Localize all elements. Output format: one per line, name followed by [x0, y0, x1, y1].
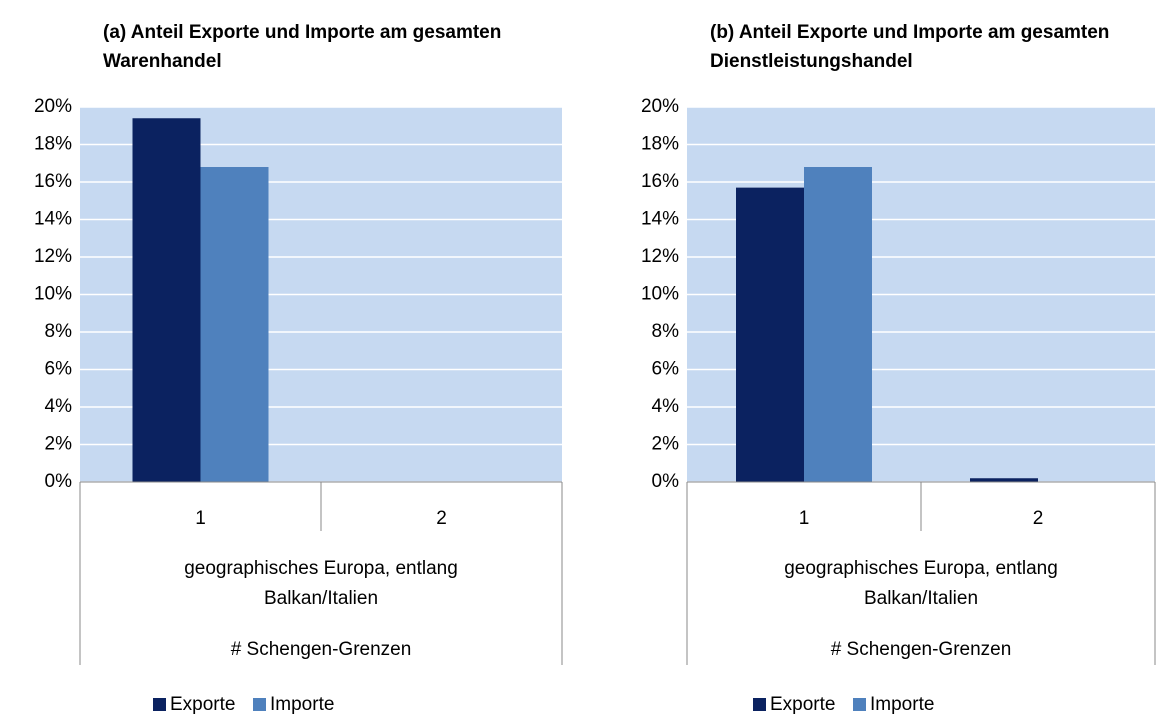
y-tick-label: 20%: [34, 96, 72, 117]
legend-swatch: [153, 698, 166, 711]
bar: [970, 478, 1038, 482]
legend-label: Exporte: [770, 694, 835, 715]
y-tick-label: 12%: [641, 246, 679, 267]
y-tick-label: 12%: [34, 246, 72, 267]
y-tick-label: 4%: [45, 396, 73, 417]
y-tick-label: 8%: [45, 321, 73, 342]
y-tick-label: 10%: [34, 284, 72, 305]
x-tick-label: 1: [195, 508, 206, 529]
group-label: geographisches Europa, entlang Balkan/It…: [784, 558, 1058, 609]
legend-swatch: [253, 698, 266, 711]
legend-label: Exporte: [170, 694, 235, 715]
y-tick-label: 2%: [45, 434, 73, 455]
legend-swatch: [753, 698, 766, 711]
y-tick-label: 14%: [34, 209, 72, 230]
group-label: geographisches Europa, entlang Balkan/It…: [184, 558, 458, 609]
y-tick-label: 2%: [652, 434, 680, 455]
y-tick-label: 6%: [652, 359, 680, 380]
y-tick-label: 20%: [641, 96, 679, 117]
y-tick-label: 18%: [34, 134, 72, 155]
bar: [736, 187, 804, 482]
y-tick-label: 16%: [641, 171, 679, 192]
chart-title: (a) Anteil Exporte und Importe am gesamt…: [103, 22, 502, 72]
y-tick-label: 14%: [641, 209, 679, 230]
legend-swatch: [853, 698, 866, 711]
y-tick-label: 8%: [652, 321, 680, 342]
bar: [804, 167, 872, 482]
legend-label: Importe: [270, 694, 334, 715]
bar: [132, 118, 201, 482]
y-tick-label: 6%: [45, 359, 73, 380]
y-tick-label: 10%: [641, 284, 679, 305]
x-axis-label: # Schengen-Grenzen: [231, 639, 412, 660]
x-tick-label: 2: [1033, 508, 1044, 529]
bar: [200, 167, 269, 482]
y-tick-label: 0%: [45, 471, 73, 492]
legend-label: Importe: [870, 694, 934, 715]
y-tick-label: 4%: [652, 396, 680, 417]
x-tick-label: 1: [799, 508, 810, 529]
y-tick-label: 16%: [34, 171, 72, 192]
x-axis-label: # Schengen-Grenzen: [831, 639, 1012, 660]
chart-title: (b) Anteil Exporte und Importe am gesamt…: [710, 22, 1110, 72]
x-tick-label: 2: [436, 508, 447, 529]
y-tick-label: 0%: [652, 471, 680, 492]
y-tick-label: 18%: [641, 134, 679, 155]
